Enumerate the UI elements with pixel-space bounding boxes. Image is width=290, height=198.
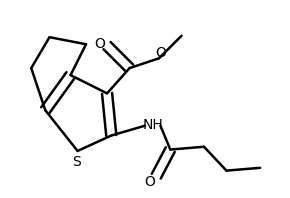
Text: S: S: [72, 155, 81, 169]
Text: O: O: [95, 37, 106, 51]
Text: NH: NH: [142, 118, 163, 132]
Text: O: O: [155, 46, 166, 60]
Text: O: O: [145, 175, 155, 189]
